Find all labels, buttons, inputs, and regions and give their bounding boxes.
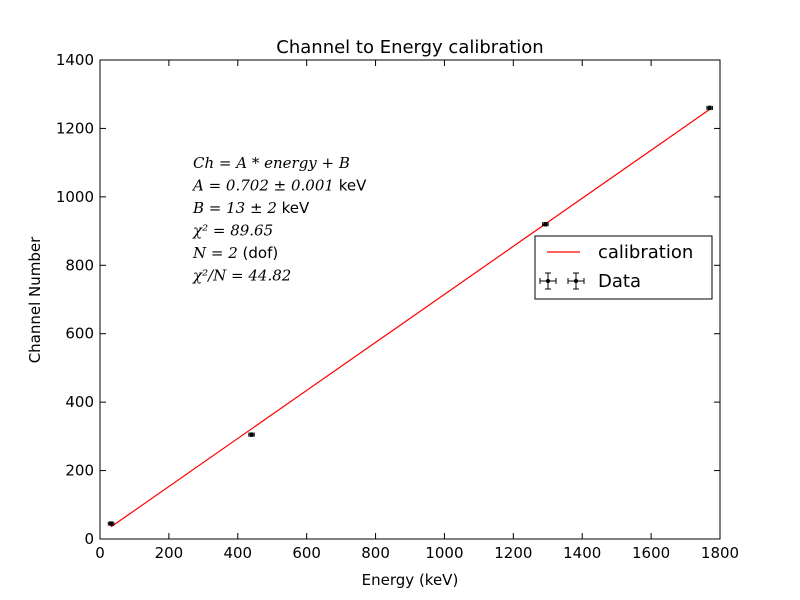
x-tick-label: 400 [223, 544, 252, 562]
y-axis-label: Channel Number [26, 236, 44, 363]
annotation-line: A = 0.702 ± 0.001 keV [191, 177, 367, 195]
data-point [542, 222, 549, 227]
x-tick-label: 200 [155, 544, 184, 562]
x-tick-label: 0 [95, 544, 105, 562]
x-axis-label: Energy (keV) [362, 571, 459, 589]
annotation-line: N = 2 (dof) [192, 244, 278, 262]
annotation-line: χ²/N = 44.82 [192, 267, 291, 285]
x-tick-label: 1600 [632, 544, 670, 562]
y-tick-label: 1000 [56, 188, 94, 206]
fit-annotation: Ch = A * energy + B A = 0.702 ± 0.001 keV… [191, 154, 367, 285]
data-point [107, 521, 115, 526]
y-tick-label: 0 [84, 530, 94, 548]
legend-label-calibration: calibration [598, 242, 693, 263]
x-tick-label: 1200 [494, 544, 532, 562]
x-tick-label: 800 [361, 544, 390, 562]
annotation-line: B = 13 ± 2 keV [192, 199, 310, 217]
plot-frame [99, 59, 721, 540]
y-tick-label: 200 [65, 462, 94, 480]
y-tick-label: 1400 [56, 51, 94, 69]
x-tick-label: 600 [292, 544, 321, 562]
chart-title: Channel to Energy calibration [276, 37, 543, 58]
y-tick-label: 800 [65, 256, 94, 274]
ticks: 0 200 400 600 800 1000 1200 1400 1600 1800 0 200 400… [56, 51, 739, 562]
x-tick-label: 1400 [563, 544, 601, 562]
legend-swatch-data [539, 272, 557, 290]
legend: calibration Data [534, 235, 713, 300]
annotation-line: χ² = 89.65 [192, 222, 273, 240]
legend-box [534, 235, 713, 300]
y-tick-label: 1200 [56, 119, 94, 137]
data-point [248, 432, 255, 437]
x-tick-label: 1800 [701, 544, 739, 562]
legend-label-data: Data [598, 271, 641, 292]
x-tick-label: 1000 [425, 544, 463, 562]
y-tick-label: 600 [65, 325, 94, 343]
series-line-calibration [110, 108, 711, 528]
data-point [706, 105, 713, 111]
legend-swatch-data [567, 272, 585, 290]
marks [107, 105, 713, 528]
y-tick-label: 400 [65, 393, 94, 411]
annotation-line: Ch = A * energy + B [193, 154, 350, 172]
